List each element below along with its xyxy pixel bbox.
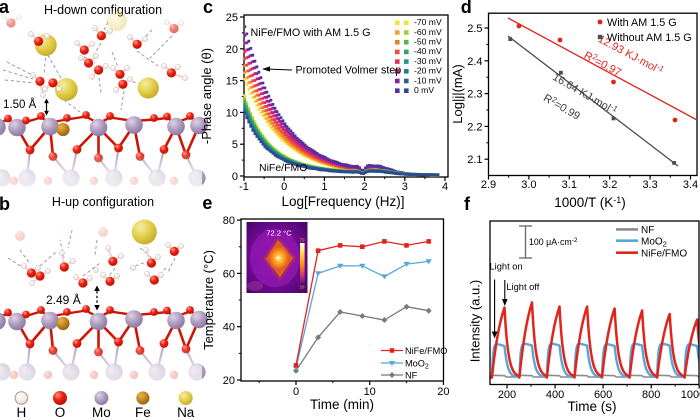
svg-text:Log[Frequency (Hz)]: Log[Frequency (Hz)] [281, 194, 404, 209]
svg-text:Log|j|(mA): Log|j|(mA) [450, 64, 465, 124]
svg-text:40: 40 [223, 322, 235, 334]
svg-text:H-up configuration: H-up configuration [52, 195, 154, 209]
svg-text:-10 mV: -10 mV [414, 75, 442, 85]
svg-text:-30 mV: -30 mV [414, 56, 442, 66]
svg-text:800: 800 [642, 389, 660, 401]
svg-text:Time (s): Time (s) [568, 399, 617, 414]
svg-text:-70 mV: -70 mV [414, 17, 442, 27]
svg-text:0: 0 [293, 386, 299, 398]
svg-text:1.50 Å: 1.50 Å [3, 98, 37, 111]
svg-text:200: 200 [498, 389, 516, 401]
svg-text:2.5: 2.5 [467, 23, 482, 35]
svg-text:600: 600 [594, 389, 612, 401]
svg-text:-20 mV: -20 mV [414, 66, 442, 76]
svg-text:-40 mV: -40 mV [414, 46, 442, 56]
svg-text:72.2 °C: 72.2 °C [266, 229, 292, 238]
svg-text:2.2: 2.2 [467, 121, 482, 133]
svg-text:NiFe/FMO with AM 1.5 G: NiFe/FMO with AM 1.5 G [251, 27, 371, 39]
svg-text:NF: NF [641, 225, 654, 236]
svg-text:-50 mV: -50 mV [414, 37, 442, 47]
svg-text:1000: 1000 [681, 389, 700, 401]
svg-text:NF: NF [405, 370, 418, 380]
svg-text:29: 29 [299, 285, 305, 290]
svg-text:Fe: Fe [135, 405, 151, 420]
svg-text:MoO2: MoO2 [405, 358, 429, 370]
svg-text:0: 0 [232, 171, 238, 183]
svg-text:Na: Na [177, 405, 195, 420]
svg-text:5: 5 [232, 139, 238, 151]
svg-text:3: 3 [402, 181, 408, 193]
svg-text:15: 15 [226, 76, 238, 88]
svg-text:a: a [0, 0, 10, 17]
svg-text:e: e [202, 193, 212, 213]
svg-text:NiFe/FMO: NiFe/FMO [259, 162, 307, 174]
svg-text:Temperature (°C): Temperature (°C) [201, 250, 216, 350]
svg-text:60: 60 [223, 268, 235, 280]
svg-text:25: 25 [226, 12, 238, 24]
svg-text:3.2: 3.2 [602, 179, 617, 191]
svg-text:3.3: 3.3 [642, 179, 657, 191]
svg-text:NiFe/FMO: NiFe/FMO [405, 346, 447, 356]
svg-text:3.4: 3.4 [683, 179, 698, 191]
svg-text:20: 20 [226, 44, 238, 56]
svg-text:MoO2: MoO2 [641, 237, 667, 249]
svg-text:20: 20 [223, 375, 235, 387]
svg-text:79: 79 [299, 238, 305, 243]
svg-text:f: f [464, 194, 471, 214]
svg-text:1: 1 [321, 181, 327, 193]
svg-text:100 μA·cm-2: 100 μA·cm-2 [529, 237, 578, 247]
svg-text:H: H [17, 405, 27, 420]
svg-text:3.0: 3.0 [521, 179, 536, 191]
svg-text:1000/T (K-1): 1000/T (K-1) [554, 195, 626, 210]
svg-text:-60 mV: -60 mV [414, 27, 442, 37]
svg-text:2.49 Å: 2.49 Å [46, 292, 81, 307]
svg-text:0: 0 [281, 181, 287, 193]
svg-text:2.4: 2.4 [467, 56, 482, 68]
svg-text:2: 2 [362, 181, 368, 193]
svg-text:2.3: 2.3 [467, 89, 482, 101]
svg-text:2.1: 2.1 [467, 154, 482, 166]
svg-text:10: 10 [226, 107, 238, 119]
svg-text:Light on: Light on [490, 262, 523, 272]
svg-text:Promoted Volmer step: Promoted Volmer step [296, 65, 402, 77]
svg-text:-1: -1 [239, 181, 249, 193]
svg-text:Mo: Mo [92, 405, 111, 420]
svg-text:3.1: 3.1 [562, 179, 577, 191]
svg-text:Time (min): Time (min) [310, 397, 374, 412]
svg-text:20: 20 [437, 386, 449, 398]
svg-text:Intensity (a.u.): Intensity (a.u.) [468, 280, 483, 362]
svg-text:Light off: Light off [506, 282, 539, 292]
svg-text:400: 400 [546, 389, 564, 401]
svg-text:4: 4 [442, 181, 448, 193]
svg-text:10: 10 [364, 386, 376, 398]
svg-text:With AM 1.5 G: With AM 1.5 G [607, 17, 677, 29]
svg-text:O: O [55, 405, 66, 420]
svg-text:2.9: 2.9 [481, 179, 496, 191]
svg-text:c: c [203, 0, 213, 17]
svg-text:H-down configuration: H-down configuration [44, 3, 162, 17]
svg-text:NiFe/FMO: NiFe/FMO [641, 249, 687, 260]
svg-text:Without AM 1.5 G: Without AM 1.5 G [607, 32, 692, 44]
svg-text:b: b [0, 194, 10, 214]
svg-text:d: d [461, 0, 472, 17]
svg-text:0 mV: 0 mV [414, 85, 434, 95]
svg-text:80: 80 [223, 215, 235, 227]
svg-text:-Phase angle (θ): -Phase angle (θ) [199, 48, 214, 144]
